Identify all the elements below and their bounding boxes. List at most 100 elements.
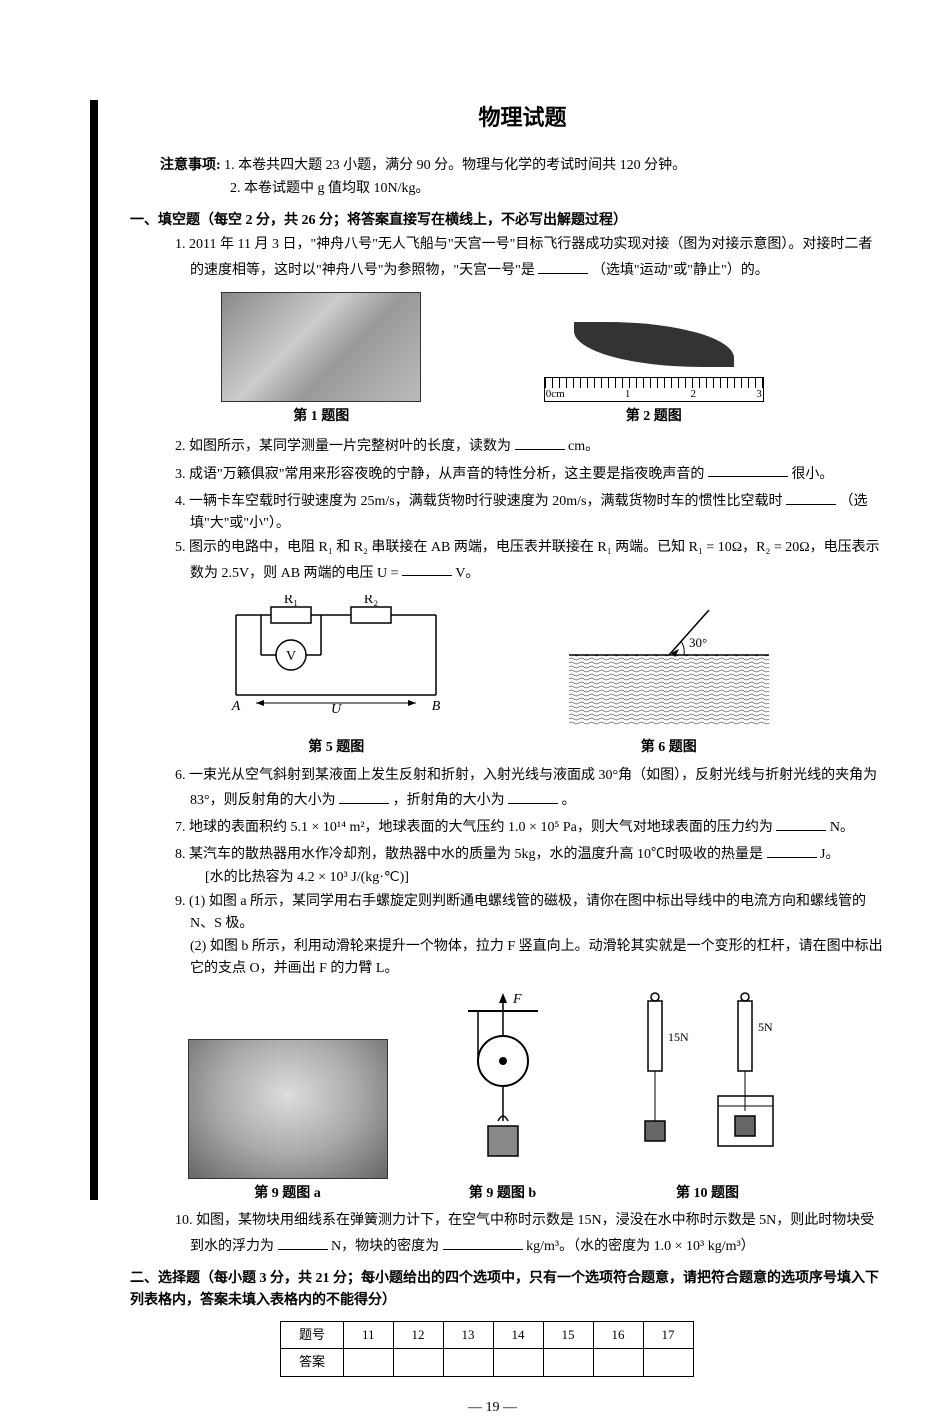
figure-10: 15N 5N 第 10 题图 [618, 991, 798, 1206]
q7-blank[interactable] [776, 814, 826, 831]
r2-label: R₂ [364, 595, 378, 607]
q3-blank[interactable] [708, 461, 788, 478]
ans-13[interactable] [443, 1349, 493, 1377]
figure-row-5-6: R₁ R₂ V A B U 第 5 题图 [160, 595, 825, 760]
b-label: B [432, 699, 441, 714]
fig9a-caption: 第 9 题图 a [188, 1183, 388, 1205]
col-11: 11 [344, 1321, 394, 1349]
q9b-text: (2) 如图 b 所示，利用动滑轮来提升一个物体，拉力 F 竖直向上。动滑轮其实… [190, 939, 883, 976]
q2-blank[interactable] [515, 433, 565, 450]
ans-17[interactable] [643, 1349, 693, 1377]
figure-row-1-2: 第 1 题图 0cm 1 2 3 第 2 题图 [160, 292, 825, 428]
page-number: — 19 — [100, 1397, 885, 1419]
q2-text: 2. 如图所示，某同学测量一片完整树叶的长度，读数为 [175, 439, 511, 454]
figure-9b: F 第 9 题图 b [443, 991, 563, 1206]
ruler-1: 1 [625, 386, 631, 404]
q3-tail: 很小。 [791, 466, 833, 481]
hand-solenoid-photo [188, 1039, 388, 1179]
question-5: 5. 图示的电路中，电阻 R₁ 和 R₂ 串联接在 AB 两端，电压表并联接在 … [175, 537, 885, 585]
question-9b: (2) 如图 b 所示，利用动滑轮来提升一个物体，拉力 F 竖直向上。动滑轮其实… [190, 936, 885, 981]
q8-unit: J。 [820, 847, 839, 862]
question-1: 1. 2011 年 11 月 3 日，"神舟八号"无人飞船与"天宫一号"目标飞行… [175, 234, 885, 282]
page-title: 物理试题 [160, 100, 885, 135]
figure-9a: 第 9 题图 a [188, 1039, 388, 1205]
figure-6: 30° 第 6 题图 [569, 605, 769, 760]
spring-left: 15N [645, 993, 689, 1141]
u-label: U [331, 702, 342, 717]
q8-note: [水的比热容为 4.2 × 10³ J/(kg·℃)] [205, 870, 409, 885]
q7-text: 7. 地球的表面积约 5.1 × 10¹⁴ m²，地球表面的大气压约 1.0 ×… [175, 820, 773, 835]
question-3: 3. 成语"万籁俱寂"常用来形容夜晚的宁静，从声音的特性分析，这主要是指夜晚声音… [175, 461, 885, 486]
q6-tail: 。 [562, 793, 576, 808]
a-label: A [231, 699, 241, 714]
q10-unit: kg/m³。（水的密度为 1.0 × 10³ kg/m³） [526, 1239, 755, 1254]
notice-line2: 2. 本卷试题中 g 值均取 10N/kg。 [230, 181, 430, 196]
figure-2: 0cm 1 2 3 第 2 题图 [544, 322, 764, 428]
fig2-caption: 第 2 题图 [544, 406, 764, 428]
force-f-label: F [512, 992, 522, 1007]
fig1-caption: 第 1 题图 [221, 406, 421, 428]
question-10: 10. 如图，某物块用细线系在弹簧测力计下，在空气中称时示数是 15N，浸没在水… [175, 1210, 885, 1258]
ans-16[interactable] [593, 1349, 643, 1377]
ans-15[interactable] [543, 1349, 593, 1377]
label-15n: 15N [668, 1030, 689, 1044]
refraction-diagram: 30° [569, 605, 769, 725]
ruler-3: 3 [756, 386, 762, 404]
question-2: 2. 如图所示，某同学测量一片完整树叶的长度，读数为 cm。 [175, 433, 885, 458]
question-9: 9. (1) 如图 a 所示，某同学用右手螺旋定则判断通电螺线管的磁极，请你在图… [175, 891, 885, 936]
spring-right: 5N [718, 993, 773, 1146]
row-label-1: 题号 [281, 1321, 344, 1349]
fig5-caption: 第 5 题图 [216, 737, 456, 759]
q6-blank1[interactable] [339, 787, 389, 804]
section1-header: 一、填空题（每空 2 分，共 26 分；将答案直接写在横线上，不必写出解题过程） [130, 210, 885, 232]
ans-14[interactable] [493, 1349, 543, 1377]
row-label-2: 答案 [281, 1349, 344, 1377]
label-5n: 5N [758, 1020, 773, 1034]
figure-row-9-10: 第 9 题图 a F 第 9 题图 b 15N [160, 991, 825, 1206]
q6-blank2[interactable] [508, 787, 558, 804]
question-6: 6. 一束光从空气斜射到某液面上发生反射和折射，入射光线与液面成 30°角（如图… [175, 765, 885, 813]
ans-12[interactable] [393, 1349, 443, 1377]
q4-blank[interactable] [786, 488, 836, 505]
r1-label: R₁ [284, 595, 298, 607]
q6-mid: ，折射角的大小为 [393, 793, 505, 808]
leaf-shape [574, 322, 734, 367]
col-15: 15 [543, 1321, 593, 1349]
ruler-2: 2 [691, 386, 697, 404]
q1-tail: （选填"运动"或"静止"）的。 [592, 263, 769, 278]
col-13: 13 [443, 1321, 493, 1349]
notice-line1: 1. 本卷共四大题 23 小题，满分 90 分。物理与化学的考试时间共 120 … [224, 158, 686, 173]
angle-label: 30° [689, 635, 707, 650]
q10-blank1[interactable] [278, 1233, 328, 1250]
spacecraft-photo [221, 292, 421, 402]
q1-blank[interactable] [538, 257, 588, 274]
table-row-header: 题号 11 12 13 14 15 16 17 [281, 1321, 694, 1349]
fig6-caption: 第 6 题图 [569, 737, 769, 759]
q5-blank[interactable] [402, 560, 452, 577]
ans-11[interactable] [344, 1349, 394, 1377]
q7-unit: N。 [830, 820, 854, 835]
col-12: 12 [393, 1321, 443, 1349]
q8-blank[interactable] [767, 841, 817, 858]
notice-block: 注意事项: 1. 本卷共四大题 23 小题，满分 90 分。物理与化学的考试时间… [160, 155, 885, 200]
q4-text: 4. 一辆卡车空载时行驶速度为 25m/s，满载货物时行驶速度为 20m/s，满… [175, 494, 782, 509]
question-4: 4. 一辆卡车空载时行驶速度为 25m/s，满载货物时行驶速度为 20m/s，满… [175, 488, 885, 536]
q2-unit: cm。 [568, 439, 599, 454]
leaf-ruler-diagram: 0cm 1 2 3 [544, 322, 764, 402]
q5-unit: V。 [455, 565, 479, 580]
q3-text: 3. 成语"万籁俱寂"常用来形容夜晚的宁静，从声音的特性分析，这主要是指夜晚声音… [175, 466, 704, 481]
notice-label: 注意事项: [160, 158, 221, 173]
q5-text: 5. 图示的电路中，电阻 R₁ 和 R₂ 串联接在 AB 两端，电压表并联接在 … [175, 540, 880, 580]
q10-blank2[interactable] [443, 1233, 523, 1250]
ruler-0: 0cm [546, 386, 565, 404]
ruler-labels: 0cm 1 2 3 [544, 386, 764, 404]
figure-5: R₁ R₂ V A B U 第 5 题图 [216, 595, 456, 760]
answer-table: 题号 11 12 13 14 15 16 17 答案 [280, 1321, 694, 1378]
q10-mid: N，物块的密度为 [331, 1239, 439, 1254]
question-7: 7. 地球的表面积约 5.1 × 10¹⁴ m²，地球表面的大气压约 1.0 ×… [175, 814, 885, 839]
q8-text: 8. 某汽车的散热器用水作冷却剂，散热器中水的质量为 5kg，水的温度升高 10… [175, 847, 763, 862]
fig9b-caption: 第 9 题图 b [443, 1183, 563, 1205]
col-16: 16 [593, 1321, 643, 1349]
table-row-answers: 答案 [281, 1349, 694, 1377]
fig10-caption: 第 10 题图 [618, 1183, 798, 1205]
